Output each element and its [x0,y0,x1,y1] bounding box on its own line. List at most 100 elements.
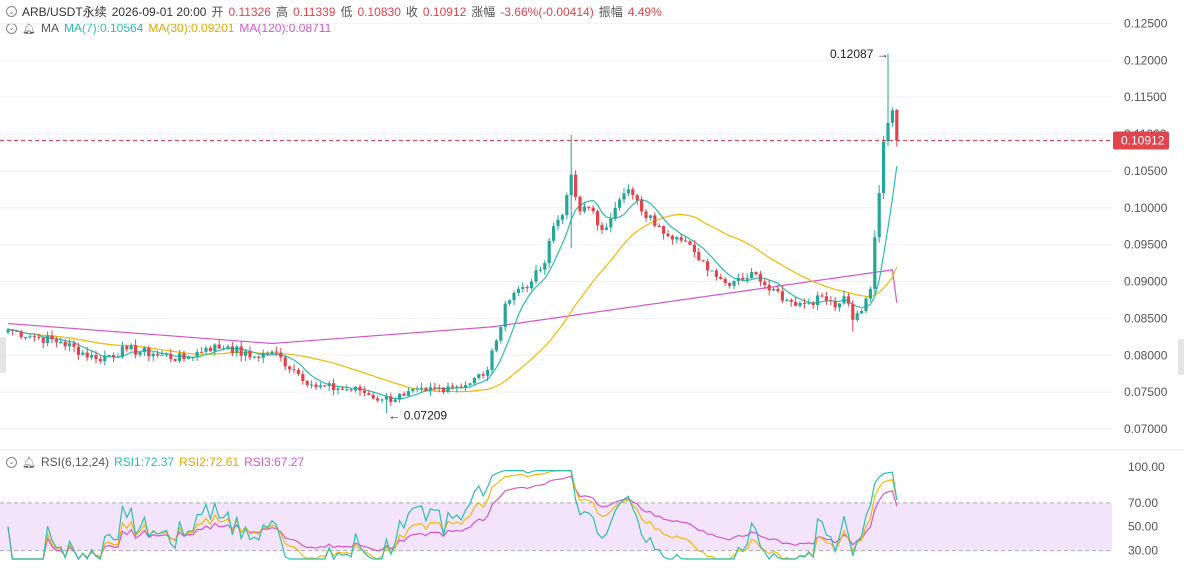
candle-body [59,342,63,344]
candle-body [851,303,855,320]
candle-body [543,263,547,270]
price-axis: 0.125000.120000.115000.110000.105000.100… [1124,16,1168,557]
collapse-chevron-icon[interactable]: ⌄ [6,456,17,468]
candle-body [332,383,336,390]
amplitude-value: 4.49% [627,4,662,19]
rsi-tick-label: 70.00 [1128,496,1158,510]
candle-body [490,350,494,371]
ma30-value: MA(30):0.09201 [148,21,235,35]
price-tick-label: 0.11500 [1124,90,1167,104]
candle-body [138,352,142,355]
candle-body [252,356,256,358]
candles [6,53,899,414]
candle-body [688,241,692,245]
ma-indicator-name[interactable]: MA [40,21,59,35]
candle-body [534,270,538,282]
candle-body [195,351,199,358]
collapse-chevron-icon[interactable]: ⌄ [6,6,17,17]
rsi1-value: RSI1:72.37 [114,455,175,469]
rsi-indicator-name[interactable]: RSI(6,12,24) [40,455,110,469]
candle-body [380,399,384,401]
candle-body [433,387,437,389]
candle-body [151,353,155,357]
candle-body [116,356,120,358]
candle-body [754,272,758,275]
rsi-lines [7,470,898,561]
candle-body [336,388,340,390]
candle-body [191,357,195,359]
price-tick-label: 0.12000 [1124,53,1168,67]
candle-body [248,351,252,358]
annotations: 0.10912 0.12087 → ← 0.07209 [0,47,1169,423]
last-price-tag [1113,131,1169,150]
bell-icon[interactable]: 🔔︎ [22,22,36,35]
candle-body [842,296,846,304]
candle-body [402,393,406,396]
candle-body [283,357,287,367]
candle-body [147,347,151,357]
candle-body [442,387,446,393]
candle-body [349,389,353,391]
candle-body [437,387,441,389]
candle-body [723,278,727,283]
candle-body [28,336,32,338]
candle-body [767,284,771,291]
candle-body [596,211,600,225]
candle-body [868,288,872,299]
high-value: 0.11339 [292,4,336,19]
candle-body [6,329,10,333]
left-scroll-handle[interactable] [0,337,6,373]
candle-body [644,211,648,218]
candle-body [239,346,243,356]
candle-body [525,287,529,289]
candle-body [362,390,366,393]
candle-body [257,356,261,358]
candle-body [464,384,468,388]
candle-body [824,296,828,301]
candle-body [455,386,459,388]
ma-legend: ⌄ 🔔︎ MA MA(7):0.10564 MA(30):0.09201 MA(… [6,21,331,35]
right-scroll-handle[interactable] [1178,339,1184,375]
candle-body [81,352,85,355]
candle-body [296,370,300,374]
candle-body [142,347,146,353]
candle-body [675,237,679,240]
candle-body [468,383,472,385]
candle-body [19,331,23,338]
high-label: 高 [275,5,288,19]
bell-icon[interactable]: 🔔︎ [22,456,36,469]
candle-body [274,351,278,353]
candle-body [635,195,639,201]
candle-body [512,292,516,301]
rsi-tick-label: 30.00 [1128,544,1158,558]
candle-body [679,237,683,241]
candle-body [261,352,265,358]
candle-body [420,387,424,389]
candle-body [569,174,573,196]
candle-body [798,302,802,306]
candle-body [833,301,837,308]
ma120-line [7,269,898,345]
price-tick-label: 0.07000 [1124,422,1168,436]
candle-body [582,206,586,212]
candle-body [794,301,798,306]
candle-body [618,199,622,208]
open-label: 开 [211,5,224,19]
symbol-label[interactable]: ARB/USDT永续 [22,5,107,19]
candle-body [816,295,820,306]
candle-body [393,399,397,402]
candle-body [222,348,226,350]
candle-body [279,352,283,358]
candle-body [15,330,19,332]
rsi-tick-label: 100.00 [1128,460,1165,474]
candle-body [895,109,899,141]
price-tick-label: 0.07500 [1124,385,1168,399]
candle-body [217,344,221,349]
candle-body [508,300,512,304]
candle-body [90,355,94,358]
candle-body [68,343,72,347]
ma7-value: MA(7):0.10564 [63,21,144,35]
candle-body [327,383,331,387]
candle-body [609,218,613,228]
